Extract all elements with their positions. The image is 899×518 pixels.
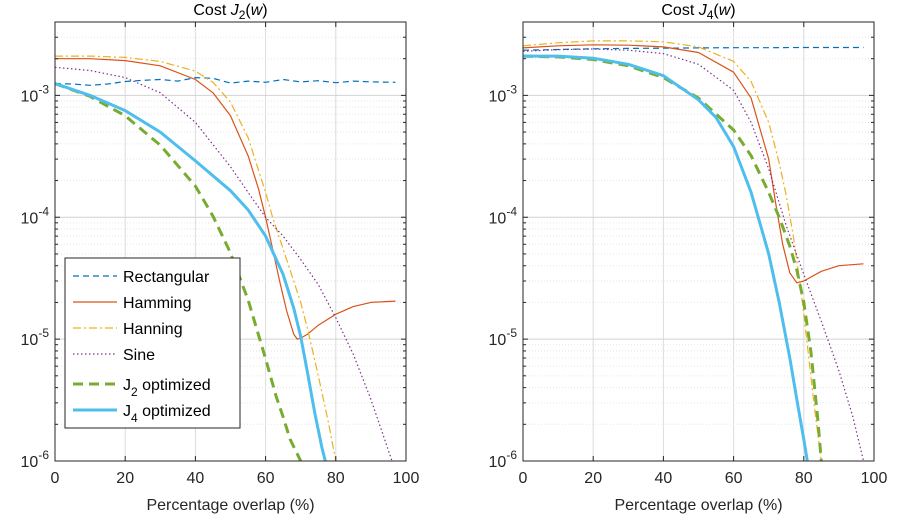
series-rectangular bbox=[55, 77, 396, 86]
y-tick-label: 10-5 bbox=[489, 326, 518, 349]
axes-box bbox=[522, 21, 875, 462]
series-j4-optimized bbox=[55, 82, 327, 461]
chart-panel-1: 0 20 40 60 80 100 10-6 10-5 10-4 10-3 Cost J2(w) Pe… bbox=[21, 2, 420, 514]
x-tick-label: 60 bbox=[725, 470, 743, 487]
legend-entry: J4 optimized bbox=[123, 403, 211, 425]
x-axis-label: Percentage overlap (%) bbox=[146, 497, 314, 514]
y-tick-label: 10-4 bbox=[21, 204, 50, 227]
x-tick-label: 40 bbox=[655, 470, 673, 487]
chart-title: Cost J4(w) bbox=[661, 2, 735, 22]
y-tick-label: 10-3 bbox=[21, 82, 50, 105]
x-tick-label: 80 bbox=[327, 470, 345, 487]
x-tick-label: 60 bbox=[257, 470, 275, 487]
series-hamming bbox=[55, 58, 396, 340]
y-tick-label: 10-3 bbox=[489, 82, 518, 105]
legend-entry: Rectangular bbox=[123, 269, 210, 286]
chart-panel-2: 0 20 40 60 80 100 10-6 10-5 10-4 10-3 Cost J4(w) Pe… bbox=[489, 2, 888, 514]
y-tick-label: 10-5 bbox=[21, 326, 50, 349]
x-tick-label: 20 bbox=[584, 470, 602, 487]
legend-box bbox=[64, 257, 241, 429]
axes-box bbox=[54, 21, 407, 462]
x-tick-label: 100 bbox=[393, 470, 420, 487]
y-tick-label: 10-4 bbox=[489, 204, 518, 227]
legend: Rectangular Hamming Hanning Sine J2 optimize… bbox=[64, 257, 241, 429]
y-tick-label: 10-6 bbox=[21, 448, 50, 471]
series-j2-optimized bbox=[523, 54, 823, 461]
legend-entry: Hanning bbox=[123, 321, 183, 338]
legend-entry: Sine bbox=[123, 347, 155, 364]
series-j4-optimized bbox=[523, 54, 809, 461]
series-hanning bbox=[523, 40, 822, 461]
series-sine bbox=[55, 66, 393, 461]
legend-entry: J2 optimized bbox=[123, 377, 211, 399]
series-hamming bbox=[523, 44, 864, 284]
y-tick-label: 10-6 bbox=[489, 448, 518, 471]
chart-title: Cost J2(w) bbox=[193, 2, 267, 22]
x-axis-label: Percentage overlap (%) bbox=[614, 497, 782, 514]
series-sine bbox=[523, 48, 865, 461]
x-tick-label: 20 bbox=[116, 470, 134, 487]
x-tick-label: 0 bbox=[51, 470, 60, 487]
x-tick-label: 80 bbox=[795, 470, 813, 487]
series-rectangular bbox=[523, 46, 864, 51]
legend-entry: Hamming bbox=[123, 295, 191, 312]
x-tick-label: 40 bbox=[187, 470, 205, 487]
x-tick-label: 100 bbox=[861, 470, 888, 487]
x-tick-label: 0 bbox=[519, 470, 528, 487]
